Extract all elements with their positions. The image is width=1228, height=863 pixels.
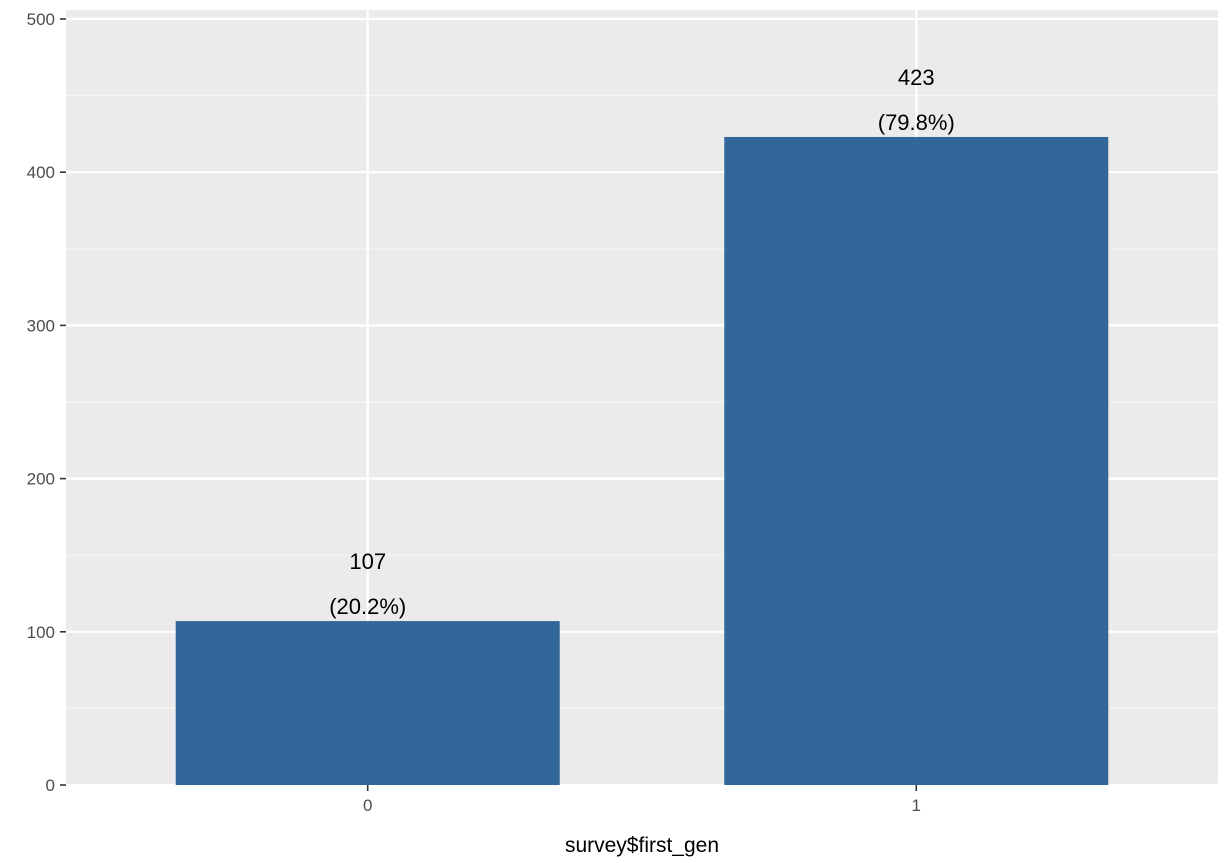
y-tick-label: 200 — [27, 470, 55, 489]
bar-labels: 107 (20.2%) 423 (79.8%) — [329, 65, 955, 619]
y-tick-label: 0 — [46, 776, 55, 795]
x-axis-title: survey$first_gen — [565, 834, 719, 857]
bar-percent-label: (20.2%) — [329, 594, 406, 619]
x-tick-label: 0 — [363, 796, 372, 815]
y-tick-label: 100 — [27, 623, 55, 642]
y-tick-label: 400 — [27, 163, 55, 182]
bar-percent-label: (79.8%) — [878, 110, 955, 135]
bar-count-label: 107 — [349, 549, 386, 574]
y-axis: 0 100 200 300 400 500 — [27, 10, 66, 795]
y-tick-label: 300 — [27, 316, 55, 335]
bar-1 — [724, 136, 1109, 786]
y-tick-label: 500 — [27, 10, 55, 29]
bar-0 — [175, 621, 560, 785]
x-tick-label: 1 — [912, 796, 921, 815]
bar-count-label: 423 — [898, 65, 935, 90]
bars — [175, 136, 1109, 786]
